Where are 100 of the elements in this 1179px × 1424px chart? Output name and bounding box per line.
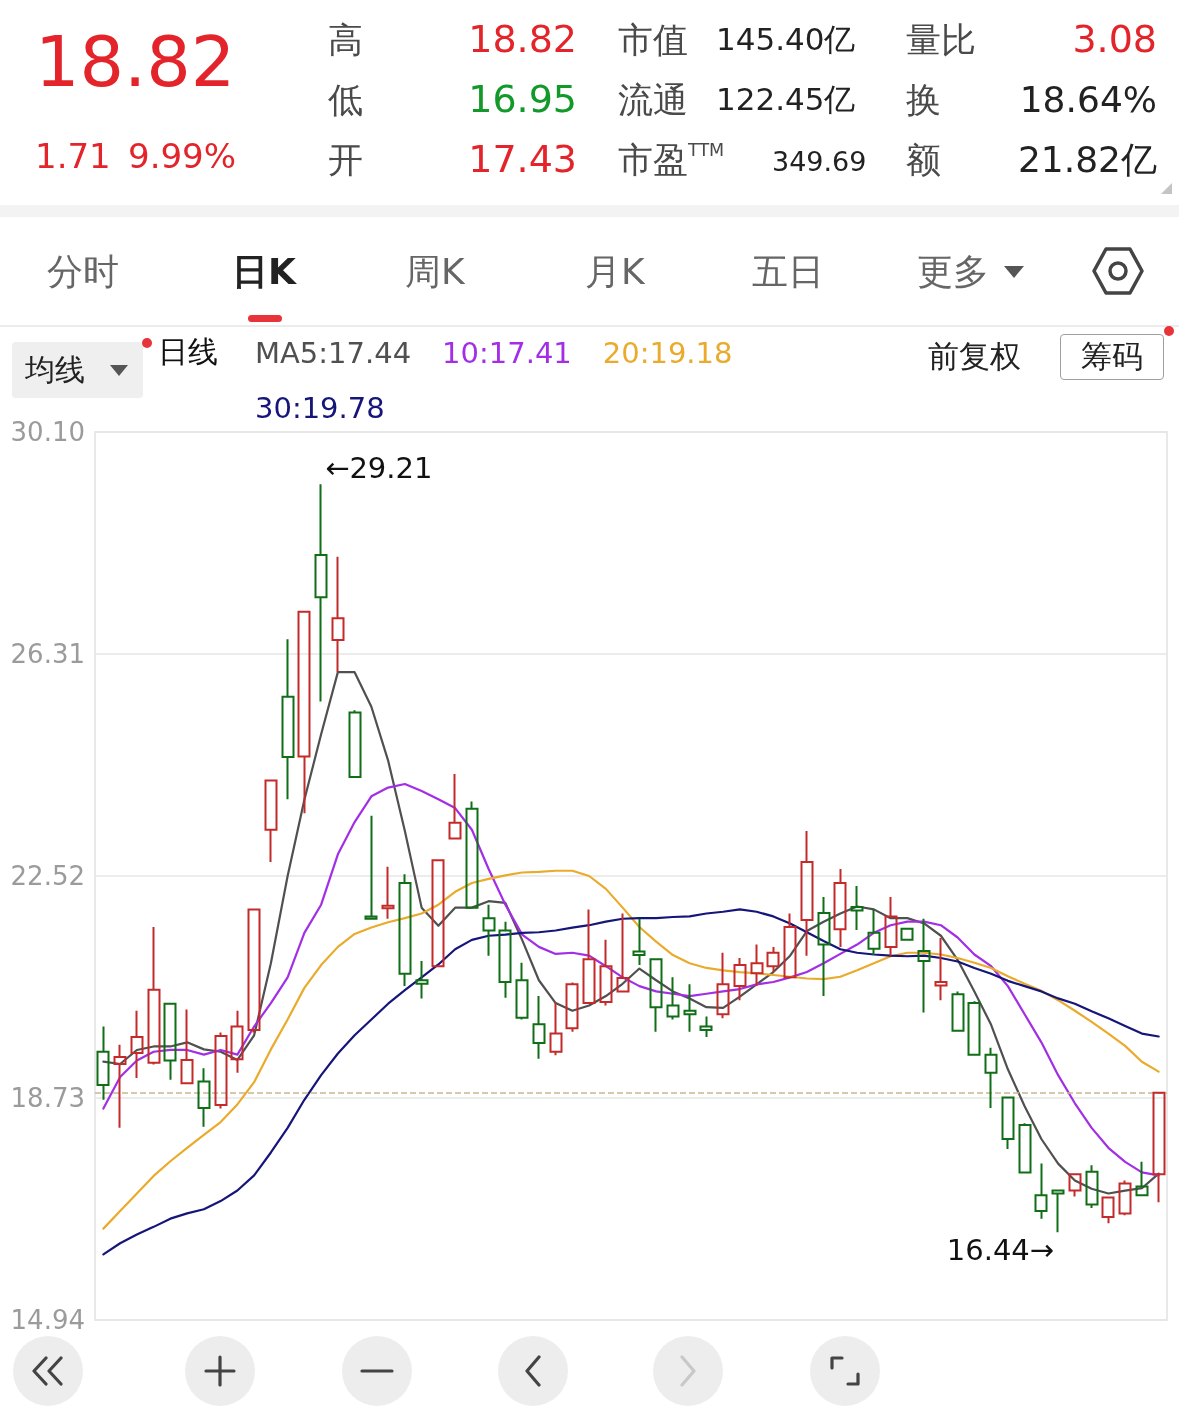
text: 16.95 [468,77,577,123]
text: 均线 [25,352,85,388]
candlestick [1018,1122,1032,1175]
legend-title: 日线 [158,334,218,370]
candlestick [967,1000,981,1056]
text: 日K [232,250,296,294]
candlestick [314,483,328,703]
text: 1.71 [35,135,111,177]
text: 月K [585,250,645,294]
text: 20:19.18 [602,335,733,370]
text: 筹码 [1081,338,1143,376]
text: 349.69 [772,145,867,179]
candlestick [817,896,831,998]
candlestick [716,951,730,1020]
candlestick [666,976,680,1021]
text: 换 [906,79,941,121]
candlestick [934,937,948,1002]
candlestick [599,938,613,1007]
candlestick [683,983,697,1033]
y-tick-label: 14.94 [10,1305,85,1335]
candlestick [197,1067,211,1128]
text: 额 [906,139,941,181]
candlestick [1068,1173,1082,1198]
text: 30:19.78 [255,390,385,425]
candlestick [113,1043,127,1129]
y-tick-label: 22.52 [10,861,85,891]
text: 周K [405,250,465,294]
candlestick [699,1015,713,1039]
text: 122.45亿 [716,81,856,119]
text: 量比 [906,19,976,61]
candlestick [733,957,747,1002]
text: 低 [328,79,363,121]
text: 3.08 [1072,17,1157,63]
candlestick [364,814,378,920]
candlestick [549,1000,563,1057]
candlestick [984,1046,998,1109]
text: 更多 [917,250,989,294]
line-series [102,782,1160,1177]
text: 流通 [618,79,688,121]
candlestick [348,709,362,779]
y-tick-label: 18.73 [10,1083,85,1113]
candlestick [766,945,780,974]
candlestick [833,867,847,948]
line-series [102,869,1160,1230]
candlestick [917,917,931,1014]
text: 市值 [618,19,688,61]
candlestick [515,961,529,1021]
text: 10:17.41 [442,335,572,370]
candlestick [1101,1195,1115,1225]
y-tick-label: 26.31 [10,639,85,669]
text: 145.40亿 [716,21,856,59]
candlestick [431,859,445,968]
candlestick [230,1009,244,1074]
candlestick [130,1009,144,1080]
candlestick [1034,1162,1048,1220]
candlestick [96,1025,110,1101]
candlestick [632,917,646,967]
annotation: ←29.21 [325,451,433,486]
candlestick [1051,1189,1065,1234]
candlestick [850,884,864,931]
text: 21.82亿 [1017,138,1157,182]
candlestick [398,873,412,988]
text: 18.82 [468,17,577,63]
candlestick [649,958,663,1033]
text: 前复权 [928,338,1021,376]
annotation: 16.44→ [946,1233,1055,1268]
candlestick [1001,1096,1015,1150]
candlestick [163,1002,177,1081]
candlestick [750,943,764,988]
candlestick [264,779,278,863]
candlestick [783,912,797,979]
text: 高 [328,19,363,61]
text: 市盈$^{TTM}$ [618,139,725,181]
candlestick [448,773,462,840]
candlestick [1085,1164,1099,1210]
text: 分时 [47,250,119,294]
candlestick [331,555,345,674]
candlestick [1118,1179,1132,1217]
text: 9.99% [128,135,237,177]
candlestick [180,1008,194,1085]
candlestick [214,1031,228,1110]
candlestick [532,995,546,1060]
y-tick-label: 30.10 [10,417,85,447]
candlestick [800,829,814,957]
candlestick [1152,1091,1166,1204]
candlestick [297,610,311,815]
candlestick [147,925,161,1066]
candlestick [616,912,630,993]
candlestick [582,908,596,1005]
candlestick [900,927,914,941]
candlestick [465,800,479,909]
candlestick [482,903,496,957]
candlestick [951,990,965,1033]
candlestick [884,896,898,957]
line-series [102,671,1160,1195]
text: 18.64% [1019,78,1157,122]
candlestick [415,959,429,1000]
candlestick [565,981,579,1033]
candlestick [867,908,881,957]
text: 开 [328,139,363,181]
